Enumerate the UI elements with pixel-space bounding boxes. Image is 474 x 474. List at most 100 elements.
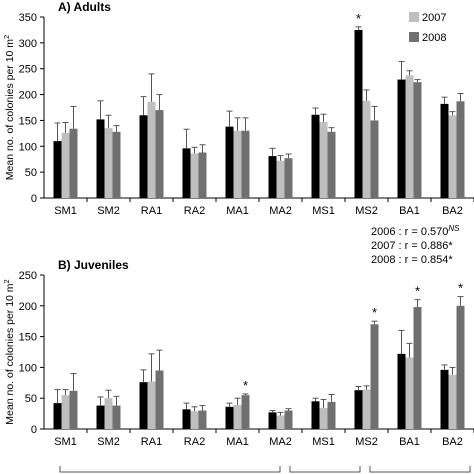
x-tick-label: MS1: [312, 436, 335, 448]
panel-title: A) Adults: [58, 0, 111, 14]
bar-2007-MS2: [362, 100, 371, 198]
bar-2007-RA2: [190, 411, 199, 429]
bar-2006-MS1: [311, 114, 320, 198]
correlation-2007: 2007 : r = 0.886*: [371, 240, 453, 252]
bar-2007-BA2: [448, 115, 457, 198]
x-tick-label: BA1: [399, 205, 420, 217]
bar-2007-SM2: [104, 128, 113, 198]
bar-2007-MA2: [276, 415, 285, 429]
x-tick-label: BA2: [442, 436, 463, 448]
y-tick-label: 0: [31, 193, 37, 205]
legend-swatch-2008: [409, 32, 419, 42]
x-tick-label: SM2: [97, 436, 120, 448]
bar-2007-BA2: [448, 374, 457, 429]
bar-2007-MS1: [319, 408, 328, 429]
y-tick-label: 100: [19, 362, 37, 374]
bar-2008-BA1: [413, 307, 422, 429]
bar-2007-RA1: [147, 381, 156, 429]
bar-2006-MA2: [268, 156, 277, 198]
bar-2006-MA1: [225, 406, 234, 429]
bar-2006-RA1: [139, 115, 148, 198]
x-tick-label: MA2: [269, 436, 292, 448]
y-tick-label: 250: [19, 270, 37, 282]
y-tick-label: 200: [19, 90, 37, 102]
bar-2006-MS2: [354, 390, 363, 429]
bar-2006-RA1: [139, 382, 148, 429]
y-tick-label: 200: [19, 301, 37, 313]
bar-2007-SM1: [61, 395, 70, 429]
bar-2006-SM2: [96, 405, 105, 429]
bar-2007-RA1: [147, 101, 156, 198]
bar-2006-BA1: [397, 353, 406, 429]
bar-2008-RA1: [155, 110, 164, 198]
y-axis-label: Mean no. of colonies per 10 m2: [2, 279, 16, 424]
bar-2008-BA1: [413, 82, 422, 198]
bar-2007-SM2: [104, 398, 113, 429]
bar-2007-MA2: [276, 160, 285, 198]
bar-2008-MS1: [327, 401, 336, 429]
bar-2008-RA2: [198, 410, 207, 429]
bar-2007-BA1: [405, 357, 414, 429]
group-bracket: [369, 466, 471, 473]
bar-2007-MS1: [319, 121, 328, 198]
x-tick-label: BA2: [442, 205, 463, 217]
bar-2007-MS2: [362, 389, 371, 429]
bar-2008-RA1: [155, 370, 164, 429]
bar-2008-MS2: [370, 120, 379, 198]
significance-star: *: [458, 281, 463, 296]
bar-2008-SM1: [69, 390, 78, 429]
bar-2008-BA2: [456, 101, 465, 198]
bar-2006-SM1: [53, 403, 62, 429]
group-bracket: [289, 466, 361, 473]
y-tick-label: 250: [19, 64, 37, 76]
bar-2006-BA1: [397, 79, 406, 198]
y-tick-label: 300: [19, 38, 37, 50]
bar-2008-RA2: [198, 152, 207, 198]
x-tick-label: MA2: [269, 205, 292, 217]
bar-2006-MA2: [268, 412, 277, 429]
x-tick-label: MS1: [312, 205, 335, 217]
bar-2008-MA2: [284, 410, 293, 429]
y-tick-label: 50: [25, 167, 37, 179]
y-axis-label-superscript: 2: [2, 279, 11, 283]
bar-2006-BA2: [440, 369, 449, 429]
significance-star: *: [243, 378, 248, 393]
x-tick-label: RA1: [141, 436, 162, 448]
bar-2007-MA1: [233, 404, 242, 429]
x-tick-label: RA2: [184, 205, 205, 217]
bar-2006-MA1: [225, 126, 234, 198]
panel-title: B) Juveniles: [58, 258, 129, 272]
x-tick-label: BA1: [399, 436, 420, 448]
bar-2008-SM2: [112, 405, 121, 429]
x-tick-label: RA1: [141, 205, 162, 217]
y-tick-label: 350: [19, 12, 37, 24]
correlation-2008: 2008 : r = 0.854*: [371, 254, 453, 266]
correlation-2006: 2006 : r = 0.570NS: [371, 224, 460, 238]
bar-2008-SM1: [69, 128, 78, 198]
bar-2008-SM2: [112, 131, 121, 198]
x-tick-label: RA2: [184, 436, 205, 448]
bar-2006-MS2: [354, 29, 363, 198]
bar-2008-MA2: [284, 158, 293, 198]
bar-2008-BA2: [456, 305, 465, 429]
group-bracket: [59, 466, 281, 473]
significance-star: *: [372, 305, 377, 320]
x-tick-label: MA1: [226, 436, 249, 448]
bar-2007-SM1: [61, 132, 70, 198]
bar-2008-MA1: [241, 130, 250, 198]
y-tick-label: 150: [19, 332, 37, 344]
bar-2006-RA2: [182, 148, 191, 198]
significance-star: *: [356, 11, 361, 26]
significance-star: *: [415, 284, 420, 299]
y-tick-label: 100: [19, 141, 37, 153]
bar-2008-MS1: [327, 131, 336, 198]
bar-2006-MS1: [311, 401, 320, 429]
x-tick-label: MS2: [355, 205, 378, 217]
bar-2008-MS2: [370, 324, 379, 429]
bar-2006-BA2: [440, 103, 449, 198]
x-tick-label: MS2: [355, 436, 378, 448]
y-tick-label: 150: [19, 115, 37, 127]
